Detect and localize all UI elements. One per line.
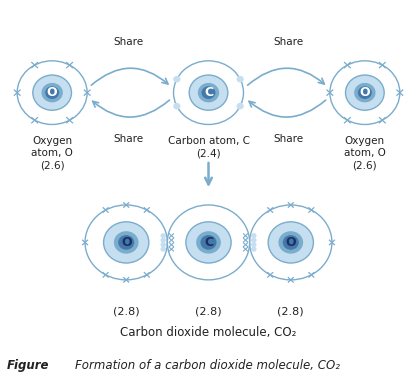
Circle shape (41, 83, 63, 102)
Text: (2.8): (2.8) (113, 307, 140, 317)
Circle shape (268, 222, 314, 263)
Circle shape (252, 247, 256, 251)
Circle shape (118, 235, 134, 250)
Circle shape (358, 86, 372, 99)
Text: Oxygen
atom, O
(2.6): Oxygen atom, O (2.6) (344, 136, 386, 171)
Circle shape (161, 243, 165, 247)
Text: O: O (359, 86, 370, 99)
Text: Share: Share (113, 37, 143, 47)
Circle shape (201, 86, 216, 99)
Text: O: O (47, 86, 58, 99)
Circle shape (354, 83, 376, 102)
Circle shape (114, 231, 138, 254)
Text: O: O (286, 236, 296, 249)
Text: Figure: Figure (7, 359, 49, 372)
Circle shape (186, 222, 231, 263)
Circle shape (174, 77, 180, 82)
Circle shape (283, 235, 299, 250)
Circle shape (161, 238, 165, 242)
Text: Formation of a carbon dioxide molecule, CO₂: Formation of a carbon dioxide molecule, … (75, 359, 340, 372)
Circle shape (85, 205, 167, 280)
Text: C: C (204, 236, 213, 249)
Circle shape (161, 234, 165, 238)
Circle shape (161, 247, 165, 251)
Circle shape (167, 205, 250, 280)
Circle shape (103, 222, 149, 263)
Circle shape (189, 75, 228, 110)
Text: Carbon atom, C
(2.4): Carbon atom, C (2.4) (168, 136, 249, 158)
Text: C: C (204, 86, 213, 99)
Circle shape (45, 86, 59, 99)
Circle shape (198, 83, 219, 102)
Circle shape (237, 103, 243, 109)
Circle shape (250, 205, 332, 280)
Text: Share: Share (274, 135, 304, 144)
Circle shape (330, 61, 400, 125)
Circle shape (279, 231, 303, 254)
Circle shape (252, 238, 256, 242)
Circle shape (237, 77, 243, 82)
Circle shape (346, 75, 384, 110)
Text: O: O (121, 236, 131, 249)
Circle shape (252, 243, 256, 247)
Text: (2.8): (2.8) (277, 307, 304, 317)
Circle shape (174, 103, 180, 109)
Circle shape (17, 61, 87, 125)
Circle shape (196, 231, 221, 254)
Text: Oxygen
atom, O
(2.6): Oxygen atom, O (2.6) (31, 136, 73, 171)
Text: Share: Share (113, 135, 143, 144)
Circle shape (252, 234, 256, 238)
Text: (2.8): (2.8) (195, 307, 222, 317)
Text: Share: Share (274, 37, 304, 47)
Text: Carbon dioxide molecule, CO₂: Carbon dioxide molecule, CO₂ (121, 326, 296, 339)
Circle shape (173, 61, 244, 125)
Circle shape (201, 235, 216, 250)
Circle shape (33, 75, 71, 110)
